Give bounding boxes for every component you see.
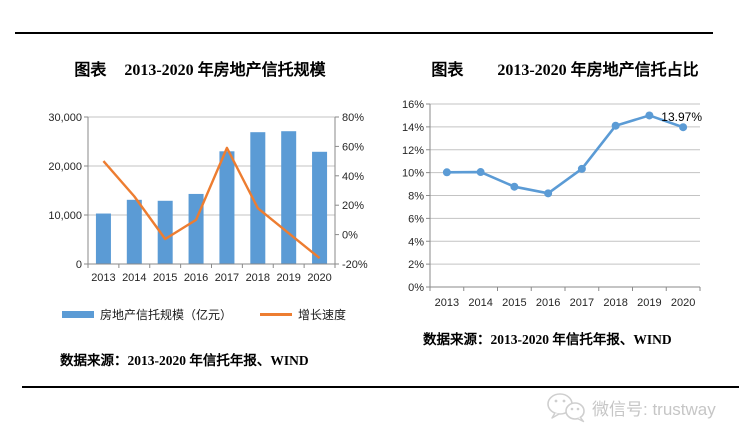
bar-swatch-icon xyxy=(62,311,94,318)
svg-text:2014: 2014 xyxy=(468,297,492,309)
left-chart-title-text: 2013-2020 年房地产信托规模 xyxy=(124,62,326,80)
svg-text:2017: 2017 xyxy=(570,297,594,309)
svg-text:13.97%: 13.97% xyxy=(661,110,702,124)
svg-text:2014: 2014 xyxy=(122,272,146,284)
legend-item-growth: 增长速度 xyxy=(260,306,346,323)
svg-text:10,000: 10,000 xyxy=(48,210,82,222)
right-chart-title-prefix: 图表 xyxy=(431,62,464,80)
svg-text:2019: 2019 xyxy=(276,272,300,284)
svg-text:14%: 14% xyxy=(402,122,424,134)
svg-text:8%: 8% xyxy=(408,191,424,203)
svg-text:20%: 20% xyxy=(342,200,364,212)
legend-label-growth: 增长速度 xyxy=(298,308,347,322)
svg-text:2017: 2017 xyxy=(215,272,239,284)
svg-text:60%: 60% xyxy=(342,141,364,153)
right-chart-title: 图表 2013-2020 年房地产信托占比 xyxy=(400,56,730,80)
svg-text:10%: 10% xyxy=(402,168,424,180)
svg-text:6%: 6% xyxy=(408,213,424,225)
top-divider-line xyxy=(15,32,713,34)
svg-text:2016: 2016 xyxy=(536,297,560,309)
svg-text:2018: 2018 xyxy=(603,297,627,309)
svg-text:2015: 2015 xyxy=(502,297,526,309)
left-chart-title: 图表 2013-2020 年房地产信托规模 xyxy=(30,56,370,80)
svg-text:40%: 40% xyxy=(342,171,364,183)
svg-text:2020: 2020 xyxy=(307,272,331,284)
svg-text:2013: 2013 xyxy=(435,297,459,309)
ratio-line-chart: 0% 2% 4% 6% 8% 10% 12% 14% 16% 2013 2014 2015 2016 20… xyxy=(402,99,702,309)
left-chart-source: 数据来源：2013-2020 年信托年报、WIND xyxy=(60,353,309,368)
svg-text:2013: 2013 xyxy=(91,272,115,284)
svg-text:4%: 4% xyxy=(408,236,424,248)
svg-text:0%: 0% xyxy=(342,230,358,242)
bottom-divider-line xyxy=(22,386,739,388)
right-chart-title-text: 2013-2020 年房地产信托占比 xyxy=(497,62,699,80)
scale-bar-chart: 0 10,000 20,000 30,000 -20% 0% 20% 40% 60% 80% 201… xyxy=(48,112,368,284)
svg-text:30,000: 30,000 xyxy=(48,112,82,124)
svg-text:0%: 0% xyxy=(408,282,424,294)
svg-text:12%: 12% xyxy=(402,145,424,157)
svg-text:20,000: 20,000 xyxy=(48,161,82,173)
svg-text:2018: 2018 xyxy=(246,272,270,284)
svg-text:16%: 16% xyxy=(402,99,424,111)
svg-text:80%: 80% xyxy=(342,112,364,124)
legend-label-scale: 房地产信托规模（亿元） xyxy=(100,308,233,322)
svg-text:0: 0 xyxy=(76,259,82,271)
left-chart-legend: 房地产信托规模（亿元） 增长速度 xyxy=(62,306,346,323)
svg-text:2%: 2% xyxy=(408,259,424,271)
left-chart-title-prefix: 图表 xyxy=(74,62,107,80)
wechat-id-label: 微信号: trustway xyxy=(592,399,716,419)
wechat-footer: 微信号: trustway xyxy=(546,391,716,423)
svg-text:2019: 2019 xyxy=(637,297,661,309)
wechat-icon xyxy=(547,393,585,423)
svg-text:-20%: -20% xyxy=(342,259,368,271)
svg-text:2020: 2020 xyxy=(671,297,695,309)
right-chart-source: 数据来源：2013-2020 年信托年报、WIND xyxy=(423,332,672,347)
svg-text:2015: 2015 xyxy=(153,272,177,284)
line-swatch-icon xyxy=(260,313,293,316)
svg-text:2016: 2016 xyxy=(184,272,208,284)
legend-item-scale: 房地产信托规模（亿元） xyxy=(62,306,232,323)
